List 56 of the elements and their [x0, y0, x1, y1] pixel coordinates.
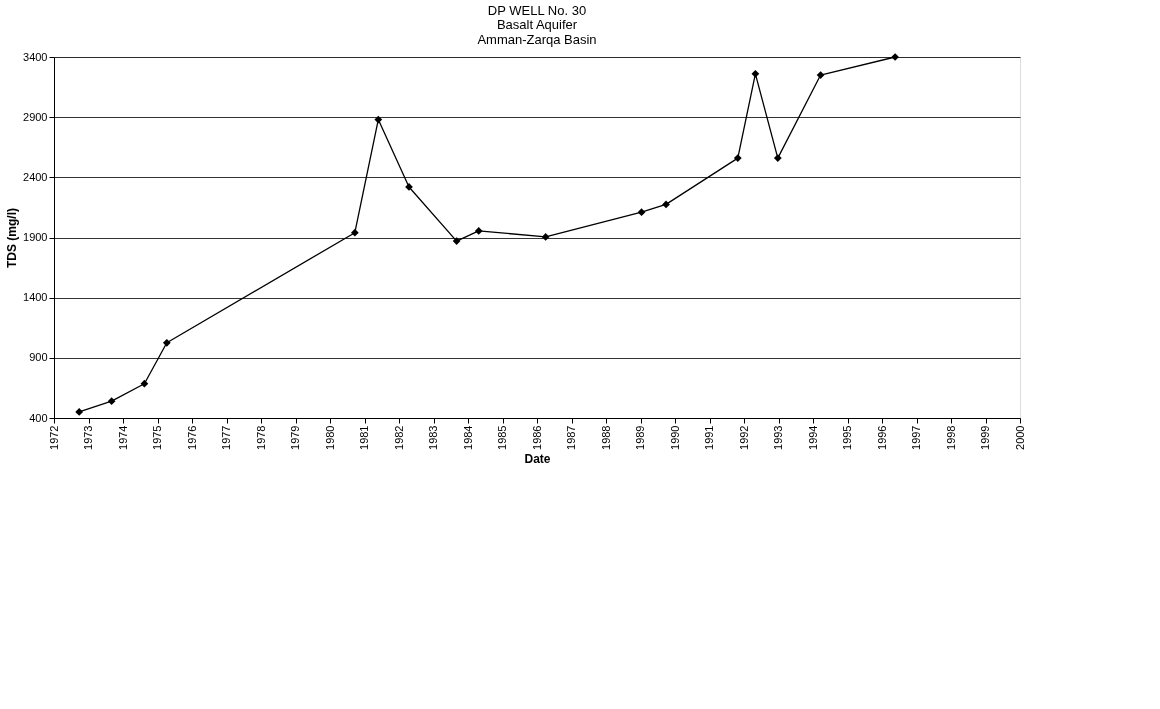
point: [733, 154, 742, 162]
x-tick-label: 1991: [703, 425, 715, 450]
x-tick-label: 1985: [496, 425, 508, 450]
x-tick-label: 1999: [979, 425, 991, 450]
point: [773, 154, 782, 162]
x-tick-label: 1982: [392, 425, 405, 450]
x-tick-label: 1976: [185, 425, 198, 450]
text: Basalt Aquifer: [496, 17, 578, 32]
point: [140, 379, 149, 388]
x-tick-label: 1998: [944, 425, 957, 450]
x-tick-label: 1975: [151, 425, 163, 450]
x-tick-label: 1973: [82, 425, 94, 450]
point: [816, 71, 825, 79]
x-tick-label: 1995: [841, 425, 853, 450]
y-tick-label: 2400: [23, 170, 48, 183]
point: [637, 208, 646, 217]
x-tick-label: 1980: [323, 425, 336, 450]
x-tick-label: 1978: [254, 425, 267, 450]
x-tick-label: 1986: [530, 425, 543, 450]
x-tick-label: 1987: [565, 425, 577, 450]
chart-title: DP WELL No. 30: [487, 3, 587, 18]
x-tick-label: 1979: [289, 425, 301, 450]
y-tick-label: 3400: [23, 50, 48, 63]
point: [474, 227, 483, 235]
x-tick-label: 1977: [220, 425, 232, 450]
point: [452, 237, 461, 245]
y-tick-label: 1900: [23, 231, 48, 243]
x-tick-label: 1989: [634, 425, 646, 450]
x-tick-label: 1996: [875, 425, 888, 450]
y-tick-label: 900: [29, 351, 48, 364]
y-tick-label: 2900: [23, 110, 48, 123]
point: [75, 408, 84, 416]
point: [541, 233, 550, 241]
x-tick-label: 1997: [910, 425, 922, 450]
x-tick-label: 1988: [599, 425, 612, 450]
point: [374, 115, 383, 124]
x-tick-label: 2000: [1013, 425, 1026, 450]
x-tick-label: 1992: [737, 425, 750, 450]
x-tick-label: 1990: [668, 425, 681, 450]
point: [350, 228, 359, 237]
x-tick-label: 1981: [358, 425, 370, 450]
y-tick-label: 1400: [23, 291, 48, 304]
point: [662, 200, 670, 209]
point: [751, 69, 760, 78]
x-tick-label: 1993: [772, 425, 784, 450]
x-tick-label: 1994: [806, 425, 819, 450]
x-tick-label: 1974: [116, 425, 129, 450]
x-tick-label: 1972: [47, 425, 60, 450]
x-axis-title: Date: [524, 451, 551, 466]
point: [162, 338, 171, 347]
y-axis-title: TDS (mg/l): [5, 208, 20, 268]
text: Amman-Zarqa Basin: [477, 32, 597, 47]
point: [107, 397, 116, 406]
x-tick-label: 1984: [461, 425, 474, 450]
x-tick-label: 1983: [427, 425, 439, 450]
y-tick-label: 400: [29, 411, 48, 424]
